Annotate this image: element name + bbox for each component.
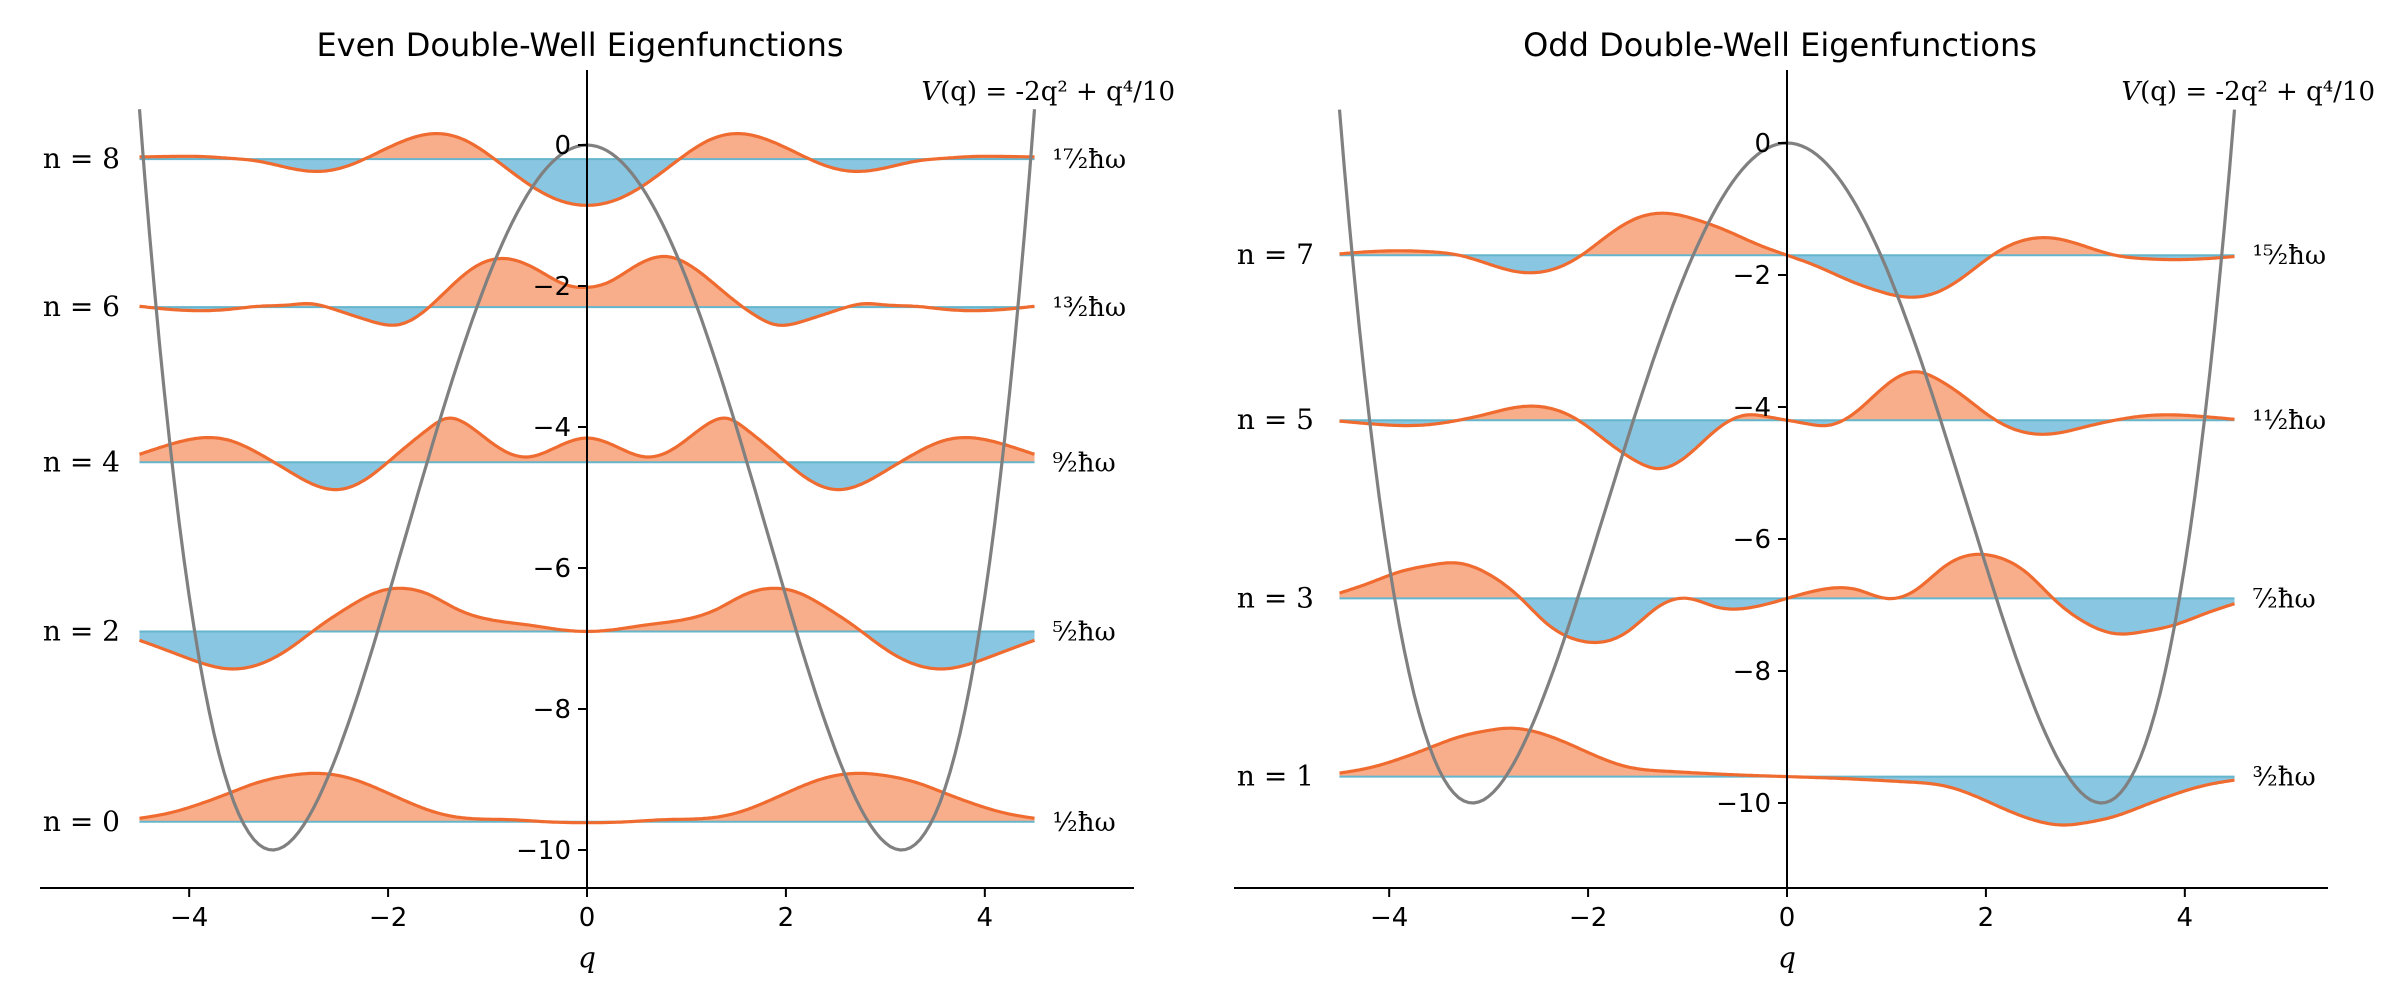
positive-fill-level-3-seg-4 <box>1993 237 2118 256</box>
level-n-label-1: n = 2 <box>43 614 120 647</box>
positive-fill-level-1-seg-4 <box>1789 587 1889 599</box>
y-tick-label-3: −6 <box>533 554 571 584</box>
level-energy-label-1: ⁵⁄₂ħω <box>1053 617 1116 647</box>
positive-fill-level-1-seg-0 <box>1339 562 1523 600</box>
level-energy-label-2: ⁹⁄₂ħω <box>1053 448 1116 478</box>
y-tick-label-4: −8 <box>1733 657 1771 687</box>
even-panel: Even Double-Well Eigenfunctions V(q) = -… <box>40 26 1175 974</box>
x-tick-label-2: 0 <box>579 903 596 933</box>
level-energy-label-0: ½ħω <box>1053 808 1116 838</box>
level-n-label-2: n = 5 <box>1237 403 1314 436</box>
positive-fill-level-2-seg-1 <box>1460 406 1581 422</box>
level-energy-label-3: ¹³⁄₂ħω <box>1053 293 1127 323</box>
negative-fill-level-3-seg-3 <box>1789 254 1994 298</box>
level-n-label-3: n = 6 <box>43 290 120 323</box>
y-tick-label-3: −6 <box>1733 525 1771 555</box>
positive-fill-level-0-seg-0 <box>139 773 550 822</box>
x-tick-label-1: −2 <box>1569 903 1607 933</box>
odd-potential-label: V(q) = -2q² + q⁴/10 <box>2121 77 2375 107</box>
y-tick-label-1: −2 <box>1733 261 1771 291</box>
level-n-label-2: n = 4 <box>43 445 120 478</box>
positive-fill-level-0-seg-0 <box>1339 728 1789 777</box>
x-tick-label-0: −4 <box>170 903 208 933</box>
negative-fill-level-1-seg-7 <box>2053 598 2235 634</box>
x-tick-label-4: 4 <box>977 903 994 933</box>
odd-axes: −4 −2 0 2 4 0 −2 −4 −6 −8 −10 <box>1234 70 2328 933</box>
level-n-label-3: n = 7 <box>1237 238 1314 271</box>
negative-fill-level-3-seg-3 <box>328 306 430 326</box>
negative-fill-level-2-seg-2 <box>1580 419 1732 469</box>
positive-fill-level-3-seg-2 <box>1582 213 1789 256</box>
positive-fill-level-3-seg-4 <box>429 256 745 308</box>
y-tick-label-2: −4 <box>533 413 571 443</box>
level-energy-label-1: ⁷⁄₂ħω <box>2253 584 2316 614</box>
level-energy-label-4: ¹⁷⁄₂ħω <box>1053 145 1127 175</box>
even-potential-label: V(q) = -2q² + q⁴/10 <box>921 77 1175 107</box>
x-tick-label-3: 2 <box>778 903 795 933</box>
even-panel-title: Even Double-Well Eigenfunctions <box>316 26 843 64</box>
y-tick-label-5: −10 <box>1716 789 1771 819</box>
negative-fill-level-1-seg-1 <box>1522 598 1682 643</box>
y-tick-label-4: −8 <box>533 695 571 725</box>
positive-fill-level-1-seg-1 <box>314 588 862 632</box>
y-tick-label-0: 0 <box>1754 129 1771 159</box>
negative-fill-level-2-seg-6 <box>1997 419 2118 435</box>
y-tick-label-5: −10 <box>516 836 571 866</box>
level-energy-label-2: ¹¹⁄₂ħω <box>2253 406 2327 436</box>
y-tick-label-0: 0 <box>554 131 571 161</box>
level-n-label-4: n = 8 <box>43 142 120 175</box>
level-energy-label-0: ³⁄₂ħω <box>2253 763 2316 793</box>
y-tick-label-2: −4 <box>1733 393 1771 423</box>
positive-fill-level-0-seg-2 <box>628 773 1035 822</box>
x-tick-label-0: −4 <box>1370 903 1408 933</box>
odd-panel: Odd Double-Well Eigenfunctions V(q) = -2… <box>1234 26 2375 974</box>
y-tick-label-1: −2 <box>533 272 571 302</box>
level-n-label-0: n = 1 <box>1237 760 1314 793</box>
x-tick-label-2: 0 <box>1779 903 1796 933</box>
level-n-label-0: n = 0 <box>43 805 120 838</box>
negative-fill-level-0-seg-1 <box>1789 776 2235 825</box>
even-x-axis-label: q <box>578 941 596 974</box>
level-energy-label-3: ¹⁵⁄₂ħω <box>2253 241 2327 271</box>
negative-fill-level-3-seg-5 <box>744 306 848 326</box>
x-tick-label-4: 4 <box>2177 903 2194 933</box>
odd-x-axis-label: q <box>1778 941 1796 974</box>
x-tick-label-1: −2 <box>369 903 407 933</box>
positive-fill-level-2-seg-5 <box>1844 371 1998 422</box>
odd-series-group: n = 1 ³⁄₂ħω n = 3 ⁷⁄₂ħω n = 5 ¹¹⁄₂ħω n = 7 ¹⁵⁄₂… <box>1237 109 2327 827</box>
even-series-group: n = 0 ½ħω n = 2 ⁵⁄₂ħω n = 4 ⁹⁄₂ħω n = 6 ¹³⁄₂ħω n… <box>43 109 1127 852</box>
level-n-label-1: n = 3 <box>1237 581 1314 614</box>
even-axes: −4 −2 0 2 4 0 −2 −4 −6 −8 −10 <box>40 70 1134 933</box>
odd-panel-title: Odd Double-Well Eigenfunctions <box>1523 26 2037 64</box>
x-tick-label-3: 2 <box>1978 903 1995 933</box>
